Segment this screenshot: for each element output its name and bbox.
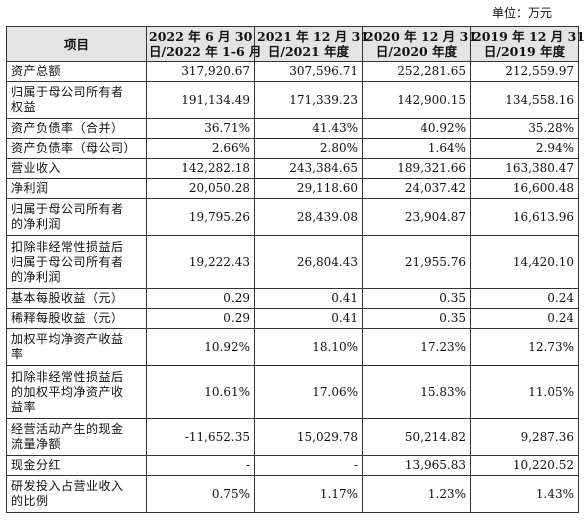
table-row: 加权平均净资产收益率 10.92% 18.10% 17.23% 12.73% xyxy=(6,328,579,366)
unit-label: 单位：万元 xyxy=(491,6,552,20)
table-body: 资产总额 317,920.67 307,596.71 252,281.65 212,55… xyxy=(6,61,579,513)
row-value: 191,134.49 xyxy=(146,81,255,119)
row-value: 171,339.23 xyxy=(254,81,363,119)
row-label: 归属于母公司所有者 的净利润 xyxy=(6,198,147,236)
header-period-2019: 2019 年 12 月 31 日/2019 年度 xyxy=(470,26,584,62)
row-value: 17.06% xyxy=(254,365,363,419)
row-label: 资产总额 xyxy=(6,61,147,82)
row-value: 1.64% xyxy=(362,138,471,159)
header-period-2021: 2021 年 12 月 31 日/2021 年度 xyxy=(254,26,369,62)
row-value: 18.10% xyxy=(254,328,363,366)
row-label: 资产负债率（母公司） xyxy=(6,138,147,159)
row-value: 2.80% xyxy=(254,138,363,159)
table-row: 研发投入占营业收入 的比例 0.75% 1.17% 1.23% 1.43% xyxy=(6,475,579,513)
row-value: 1.17% xyxy=(254,475,363,513)
table-row: 资产总额 317,920.67 307,596.71 252,281.65 212,55… xyxy=(6,61,579,82)
row-label: 稀释每股收益（元） xyxy=(6,308,147,329)
table-row: 归属于母公司所有者 权益 191,134.49 171,339.23 142,900.1… xyxy=(6,81,579,119)
row-label: 经营活动产生的现金 流量净额 xyxy=(6,418,147,456)
row-value: 0.35 xyxy=(362,308,471,329)
table-header: 项目 2022 年 6 月 30 日/2022 年 1-6 月 2021 年 1… xyxy=(6,26,584,62)
row-value: 0.35 xyxy=(362,288,471,309)
table-row: 营业收入 142,282.18 243,384.65 189,321.66 163,38… xyxy=(6,158,579,179)
row-value: 134,558.16 xyxy=(470,81,579,119)
row-value: 36.71% xyxy=(146,118,255,139)
row-value: 0.41 xyxy=(254,308,363,329)
row-value: 142,900.15 xyxy=(362,81,471,119)
row-value: 10,220.52 xyxy=(470,455,579,476)
table-row: 资产负债率（母公司） 2.66% 2.80% 1.64% 2.94% xyxy=(6,138,579,159)
row-value: 16,600.48 xyxy=(470,178,579,199)
row-value: 40.92% xyxy=(362,118,471,139)
row-label: 研发投入占营业收入 的比例 xyxy=(6,475,147,513)
row-value: 0.29 xyxy=(146,288,255,309)
table-row: 扣除非经常性损益后 的加权平均净资产收 益率 10.61% 17.06% 15.83% 11… xyxy=(6,365,579,419)
row-value: - xyxy=(254,455,363,476)
row-value: 0.24 xyxy=(470,288,579,309)
header-item: 项目 xyxy=(6,26,147,62)
row-label: 加权平均净资产收益率 xyxy=(6,328,147,366)
row-value: 19,222.43 xyxy=(146,235,255,289)
table-row: 资产负债率（合并） 36.71% 41.43% 40.92% 35.28% xyxy=(6,118,579,139)
row-value: - xyxy=(146,455,255,476)
row-value: 0.29 xyxy=(146,308,255,329)
row-value: 0.41 xyxy=(254,288,363,309)
row-value: 1.23% xyxy=(362,475,471,513)
row-value: 15,029.78 xyxy=(254,418,363,456)
row-value: 26,804.43 xyxy=(254,235,363,289)
row-value: 20,050.28 xyxy=(146,178,255,199)
row-value: 307,596.71 xyxy=(254,61,363,82)
row-value: 9,287.36 xyxy=(470,418,579,456)
row-value: 41.43% xyxy=(254,118,363,139)
row-value: 15.83% xyxy=(362,365,471,419)
row-label: 归属于母公司所有者 权益 xyxy=(6,81,147,119)
row-value: 10.92% xyxy=(146,328,255,366)
row-label: 现金分红 xyxy=(6,455,147,476)
row-value: 29,118.60 xyxy=(254,178,363,199)
row-value: 21,955.76 xyxy=(362,235,471,289)
financial-table: 项目 2022 年 6 月 30 日/2022 年 1-6 月 2021 年 1… xyxy=(6,26,584,513)
table-row: 净利润 20,050.28 29,118.60 24,037.42 16,600.48 xyxy=(6,178,579,199)
row-value: 243,384.65 xyxy=(254,158,363,179)
row-value: 0.75% xyxy=(146,475,255,513)
row-value: 189,321.66 xyxy=(362,158,471,179)
row-value: 13,965.83 xyxy=(362,455,471,476)
row-value: 1.43% xyxy=(470,475,579,513)
header-period-2020: 2020 年 12 月 31 日/2020 年度 xyxy=(362,26,477,62)
row-label: 扣除非经常性损益后 的加权平均净资产收 益率 xyxy=(6,365,147,419)
row-value: 142,282.18 xyxy=(146,158,255,179)
row-value: 2.66% xyxy=(146,138,255,159)
row-value: 17.23% xyxy=(362,328,471,366)
row-value: 35.28% xyxy=(470,118,579,139)
table-row: 基本每股收益（元） 0.29 0.41 0.35 0.24 xyxy=(6,288,579,309)
row-label: 净利润 xyxy=(6,178,147,199)
row-value: 11.05% xyxy=(470,365,579,419)
row-value: 212,559.97 xyxy=(470,61,579,82)
row-value: 50,214.82 xyxy=(362,418,471,456)
table-row: 归属于母公司所有者 的净利润 19,795.26 28,439.08 23,904.87… xyxy=(6,198,579,236)
table-row: 经营活动产生的现金 流量净额 -11,652.35 15,029.78 50,214.8… xyxy=(6,418,579,456)
row-value: 28,439.08 xyxy=(254,198,363,236)
row-label: 扣除非经常性损益后 归属于母公司所有者 的净利润 xyxy=(6,235,147,289)
row-label: 营业收入 xyxy=(6,158,147,179)
row-value: 23,904.87 xyxy=(362,198,471,236)
table-row: 稀释每股收益（元） 0.29 0.41 0.35 0.24 xyxy=(6,308,579,329)
row-value: 317,920.67 xyxy=(146,61,255,82)
row-value: 10.61% xyxy=(146,365,255,419)
row-label: 资产负债率（合并） xyxy=(6,118,147,139)
header-period-2022h1: 2022 年 6 月 30 日/2022 年 1-6 月 xyxy=(146,26,262,62)
table-row: 扣除非经常性损益后 归属于母公司所有者 的净利润 19,222.43 26,804.43… xyxy=(6,235,579,289)
row-value: 2.94% xyxy=(470,138,579,159)
row-value: 12.73% xyxy=(470,328,579,366)
row-value: -11,652.35 xyxy=(146,418,255,456)
row-value: 16,613.96 xyxy=(470,198,579,236)
row-value: 252,281.65 xyxy=(362,61,471,82)
table-row: 现金分红 - -13,965.83 10,220.52 xyxy=(6,455,579,476)
row-label: 基本每股收益（元） xyxy=(6,288,147,309)
row-value: 19,795.26 xyxy=(146,198,255,236)
row-value: 0.24 xyxy=(470,308,579,329)
row-value: 163,380.47 xyxy=(470,158,579,179)
row-value: 14,420.10 xyxy=(470,235,579,289)
row-value: 24,037.42 xyxy=(362,178,471,199)
